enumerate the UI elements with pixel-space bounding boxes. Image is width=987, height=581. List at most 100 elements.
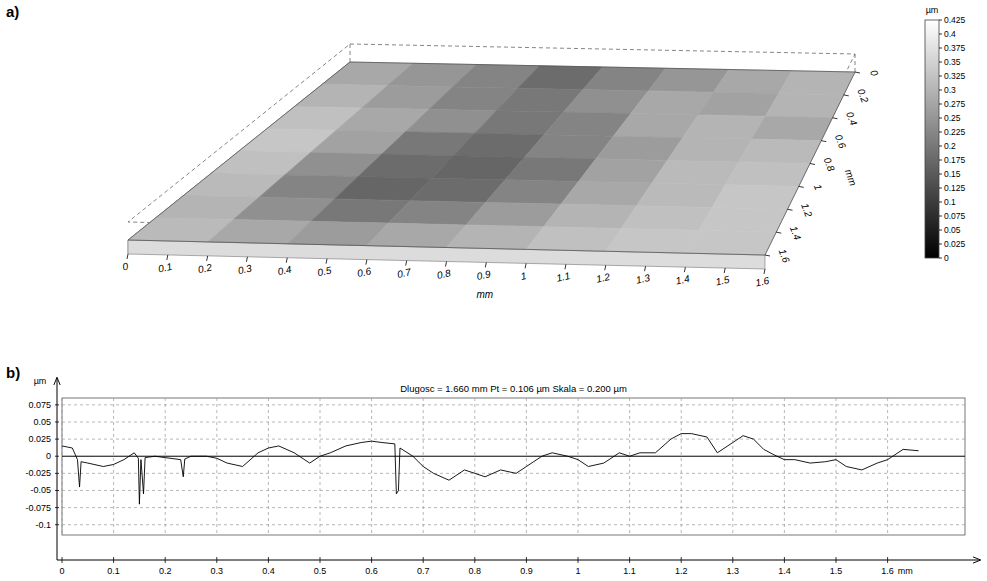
y-tick-label: -0.1 [35, 520, 51, 530]
y-grid [62, 421, 965, 422]
y-tick [844, 95, 849, 96]
x-tick [784, 557, 785, 563]
surface-cell [712, 185, 799, 210]
colorbar-tick-label: 0.325 [944, 71, 966, 81]
y-tick [855, 72, 860, 73]
x-tick-label: 0.8 [469, 566, 482, 576]
y-tick-label: 1.2 [799, 202, 814, 219]
x-tick-label: 0.4 [277, 263, 293, 277]
x-grid [165, 398, 166, 535]
colorbar-tick-label: 0.05 [944, 225, 961, 235]
colorbar-tick [939, 258, 942, 259]
x-tick-label: 0.9 [476, 268, 492, 282]
panel-label: b) [6, 364, 20, 381]
x-tick-label: 0.3 [211, 566, 224, 576]
x-tick [629, 557, 630, 563]
y-tick [55, 524, 59, 525]
x-tick-label: 1.5 [715, 274, 731, 288]
x-tick [113, 557, 114, 563]
frame-edge [855, 54, 856, 72]
surface-cell [739, 139, 822, 163]
x-tick-label: 0 [121, 261, 129, 273]
colorbar-tick-label: 0.2 [944, 141, 956, 151]
x-tick-label: 1.2 [595, 271, 611, 285]
x-tick [62, 557, 63, 563]
figure: a)00.10.20.30.40.50.60.70.80.911.11.21.3… [0, 0, 987, 581]
x-tick [732, 557, 733, 563]
x-tick [526, 557, 527, 563]
colorbar-tick [939, 230, 942, 231]
y-grid [62, 507, 965, 508]
surface-cell [698, 92, 779, 116]
y-grid [62, 490, 965, 491]
x-tick [485, 262, 486, 267]
colorbar-tick-label: 0.375 [944, 43, 966, 53]
colorbar-tick [939, 76, 942, 77]
x-tick [165, 557, 166, 563]
x-tick-label: 0.1 [157, 261, 173, 275]
colorbar-tick [939, 160, 942, 161]
chart-title: Dlugosc = 1.660 mm Pt = 0.106 µm Skala =… [400, 383, 627, 394]
colorbar-tick [939, 48, 942, 49]
x-tick [127, 254, 128, 259]
x-grid [62, 398, 63, 535]
y-tick [788, 209, 793, 210]
x-tick [565, 264, 566, 269]
x-grid [887, 398, 888, 535]
y-tick-label: 0.6 [833, 133, 848, 150]
colorbar-tick-label: 0.075 [944, 211, 966, 221]
surface-cell [606, 229, 699, 254]
x-tick-label: 0.2 [159, 566, 172, 576]
x-tick [681, 557, 682, 563]
colorbar-tick [939, 188, 942, 189]
colorbar-tick [939, 34, 942, 35]
x-tick [836, 557, 837, 563]
y-grid [62, 404, 965, 405]
x-grid [371, 398, 372, 535]
x-tick-label: 0.8 [436, 267, 452, 281]
surface [128, 62, 855, 255]
y-tick-label: 1 [812, 183, 824, 192]
x-tick [645, 266, 646, 271]
colorbar-tick [939, 118, 942, 119]
x-tick [366, 260, 367, 265]
x-grid [474, 398, 475, 535]
x-grid [681, 398, 682, 535]
colorbar-title: µm [926, 5, 939, 15]
x-grid [113, 398, 114, 535]
colorbar-tick [939, 174, 942, 175]
colorbar-tick-label: 0.15 [944, 169, 961, 179]
y-tick [55, 439, 59, 440]
y-tick-label: 0.8 [822, 156, 837, 173]
x-grid [320, 398, 321, 535]
y-tick-label: 1.4 [788, 225, 803, 242]
x-tick [887, 557, 888, 563]
x-tick-label: 0.7 [417, 566, 430, 576]
surface-cell [752, 116, 833, 140]
data-group [62, 434, 919, 505]
x-tick [286, 258, 287, 263]
y-tick [776, 232, 781, 233]
x-tick [371, 557, 372, 563]
y-tick-label: 0 [46, 451, 51, 461]
colorbar-tick [939, 20, 942, 21]
surface-cell [621, 206, 712, 231]
surface-outline [128, 62, 855, 255]
y-grid [62, 524, 965, 525]
x-tick-label: 0.2 [197, 262, 213, 276]
x-tick [320, 557, 321, 563]
panel-a: a)00.10.20.30.40.50.60.70.80.911.11.21.3… [6, 3, 966, 300]
x-tick-label: 1 [520, 270, 528, 282]
x-tick-label: 0.1 [107, 566, 120, 576]
x-tick-label: 0.6 [365, 566, 378, 576]
colorbar [925, 20, 939, 258]
y-tick [55, 421, 59, 422]
y-tick-label: -0.075 [25, 503, 51, 513]
y-axis-title: µm [34, 376, 47, 386]
y-tick [810, 164, 815, 165]
panel-label: a) [6, 3, 19, 20]
x-axis-title: mm [476, 289, 493, 300]
surface-cell [765, 94, 844, 118]
surface-cell [578, 159, 667, 183]
x-tick [605, 265, 606, 270]
